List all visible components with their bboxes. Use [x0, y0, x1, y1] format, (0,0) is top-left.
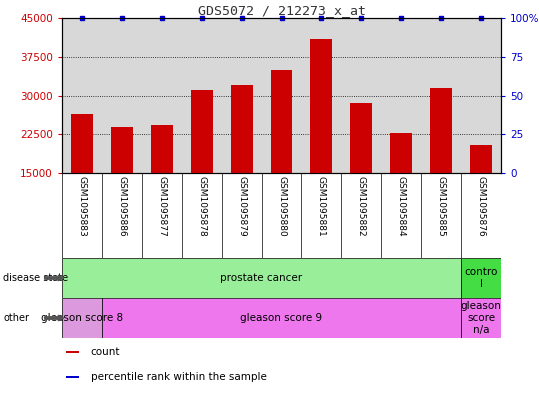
Bar: [231, 85, 253, 250]
Text: gleason
score
n/a: gleason score n/a: [461, 301, 501, 334]
Bar: [191, 90, 213, 250]
Text: GSM1095878: GSM1095878: [197, 176, 206, 236]
Title: GDS5072 / 212273_x_at: GDS5072 / 212273_x_at: [197, 4, 365, 17]
Text: other: other: [3, 313, 29, 323]
Text: GSM1095886: GSM1095886: [118, 176, 126, 236]
Text: contro
l: contro l: [465, 267, 497, 289]
Bar: [102, 298, 461, 338]
Text: prostate cancer: prostate cancer: [220, 273, 302, 283]
Text: count: count: [91, 347, 120, 357]
Text: gleason score 8: gleason score 8: [41, 313, 123, 323]
Text: GSM1095883: GSM1095883: [78, 176, 86, 236]
Bar: [461, 298, 501, 338]
Bar: [111, 127, 133, 250]
Text: gleason score 9: gleason score 9: [240, 313, 322, 323]
Bar: [470, 145, 492, 250]
Bar: [310, 39, 333, 250]
Text: percentile rank within the sample: percentile rank within the sample: [91, 371, 266, 382]
Bar: [390, 133, 412, 250]
Bar: [71, 114, 93, 250]
Text: GSM1095881: GSM1095881: [317, 176, 326, 236]
Text: disease state: disease state: [3, 273, 68, 283]
Bar: [66, 376, 79, 378]
Text: GSM1095877: GSM1095877: [157, 176, 166, 236]
Bar: [271, 70, 293, 250]
Text: GSM1095876: GSM1095876: [476, 176, 486, 236]
Text: GSM1095882: GSM1095882: [357, 176, 366, 236]
Bar: [62, 298, 102, 338]
Bar: [350, 103, 372, 250]
Bar: [151, 125, 172, 250]
Text: GSM1095885: GSM1095885: [437, 176, 446, 236]
Text: GSM1095880: GSM1095880: [277, 176, 286, 236]
Bar: [430, 88, 452, 250]
Text: GSM1095884: GSM1095884: [397, 176, 406, 236]
Bar: [461, 258, 501, 298]
Text: GSM1095879: GSM1095879: [237, 176, 246, 236]
Bar: [66, 351, 79, 353]
